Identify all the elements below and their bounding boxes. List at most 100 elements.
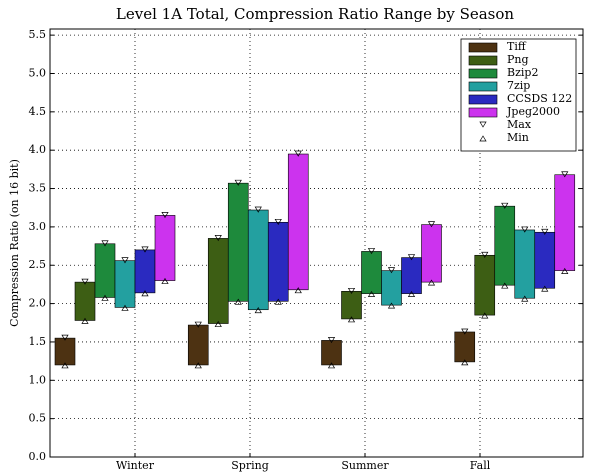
max-marker xyxy=(161,212,169,219)
y-tick-label: 2.5 xyxy=(29,258,47,271)
range-bar xyxy=(287,153,309,291)
y-tick-label: 2.0 xyxy=(29,297,47,310)
legend-label: Min xyxy=(507,131,529,144)
min-marker xyxy=(161,277,169,284)
range-bar xyxy=(341,291,362,320)
legend-marker xyxy=(479,135,487,142)
min-marker xyxy=(254,307,262,314)
y-tick-label: 1.5 xyxy=(29,335,47,348)
range-bar xyxy=(247,209,269,311)
max-marker xyxy=(561,171,569,178)
min-marker xyxy=(294,287,302,294)
min-marker xyxy=(347,316,356,323)
min-marker xyxy=(521,295,529,302)
max-marker xyxy=(427,221,436,228)
legend-swatch xyxy=(468,107,498,118)
min-marker xyxy=(101,294,109,301)
max-marker xyxy=(327,337,336,344)
x-tick-label: Summer xyxy=(341,459,389,472)
max-marker xyxy=(194,321,202,328)
range-bar xyxy=(207,238,229,324)
y-tick-label: 1.0 xyxy=(29,373,47,386)
y-tick-label: 3.0 xyxy=(29,220,47,233)
range-bar xyxy=(114,260,136,308)
y-tick-label: 0.0 xyxy=(29,450,47,463)
min-marker xyxy=(367,290,376,297)
max-marker xyxy=(294,150,302,157)
max-marker xyxy=(214,235,222,242)
legend-label: Jpeg2000 xyxy=(506,105,560,118)
range-bar xyxy=(401,257,422,294)
min-marker xyxy=(481,312,489,319)
max-marker xyxy=(387,267,396,274)
range-bar xyxy=(514,229,536,299)
max-marker xyxy=(521,226,529,233)
range-bar xyxy=(494,205,516,286)
range-bar xyxy=(134,249,156,294)
legend-swatch xyxy=(468,81,498,92)
legend-label: Max xyxy=(507,118,532,131)
min-marker xyxy=(407,290,416,297)
legend-swatch xyxy=(468,42,498,53)
min-marker xyxy=(81,317,89,324)
y-tick-label: 5.5 xyxy=(29,28,47,41)
min-marker xyxy=(427,279,436,286)
range-bar xyxy=(554,174,576,271)
max-marker xyxy=(234,179,242,186)
range-bar xyxy=(421,224,442,283)
min-marker xyxy=(327,362,336,369)
min-marker xyxy=(461,359,469,366)
y-tick-label: 0.5 xyxy=(29,412,47,425)
legend-marker xyxy=(479,121,487,128)
legend-swatch xyxy=(468,68,498,79)
plot-frame xyxy=(49,28,584,458)
range-bar xyxy=(187,324,209,366)
max-marker xyxy=(121,257,129,264)
range-bar xyxy=(474,254,496,316)
max-marker xyxy=(461,328,469,335)
y-tick-label: 4.0 xyxy=(29,143,47,156)
legend-label: CCSDS 122 xyxy=(507,92,572,105)
min-marker xyxy=(61,362,69,369)
min-marker xyxy=(141,290,149,297)
max-marker xyxy=(81,278,89,285)
max-marker xyxy=(541,228,549,235)
range-bar xyxy=(94,243,116,298)
range-bar xyxy=(74,281,96,321)
range-bar xyxy=(534,231,556,289)
legend-label: Png xyxy=(507,53,529,66)
max-marker xyxy=(274,218,282,225)
chart-title: Level 1A Total, Compression Ratio Range … xyxy=(116,5,514,23)
min-marker xyxy=(501,282,509,289)
max-marker xyxy=(61,334,69,341)
max-marker xyxy=(141,246,149,253)
legend-label: Bzip2 xyxy=(507,66,538,79)
min-marker xyxy=(194,362,202,369)
range-bar xyxy=(227,182,249,302)
max-marker xyxy=(347,287,356,295)
max-marker xyxy=(481,251,489,258)
legend-swatch xyxy=(468,94,498,105)
x-tick-label: Winter xyxy=(116,459,155,472)
max-marker xyxy=(407,254,416,261)
min-marker xyxy=(274,298,282,305)
min-marker xyxy=(561,267,569,274)
y-tick-label: 5.0 xyxy=(29,66,47,79)
min-marker xyxy=(541,285,549,292)
range-bar xyxy=(454,331,476,363)
range-bar xyxy=(361,251,382,294)
legend-label: 7zip xyxy=(507,79,530,92)
range-bar xyxy=(154,215,176,281)
range-bar xyxy=(381,270,402,306)
range-bar xyxy=(267,221,289,302)
y-tick-label: 3.5 xyxy=(29,182,47,195)
max-marker xyxy=(367,248,376,255)
min-marker xyxy=(234,298,242,305)
max-marker xyxy=(501,202,509,209)
max-marker xyxy=(254,206,262,213)
y-tick-label: 4.5 xyxy=(29,105,47,118)
max-marker xyxy=(101,240,109,247)
min-marker xyxy=(387,302,396,309)
min-marker xyxy=(121,304,129,311)
